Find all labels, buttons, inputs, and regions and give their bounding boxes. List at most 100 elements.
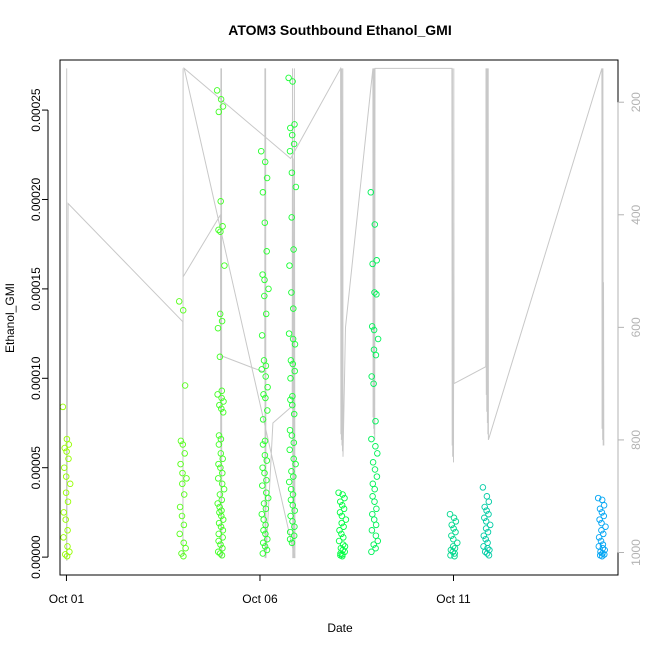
data-point	[600, 502, 608, 509]
data-point	[290, 246, 297, 253]
data-point	[216, 310, 224, 318]
data-point	[368, 435, 375, 443]
data-point	[288, 214, 295, 221]
data-point	[483, 507, 490, 514]
data-point	[219, 534, 226, 541]
data-point	[65, 455, 72, 463]
data-point	[594, 494, 602, 502]
data-point	[370, 541, 377, 548]
data-point	[481, 514, 488, 522]
pressure-line-layer	[66, 66, 605, 561]
data-point	[452, 528, 459, 536]
data-point	[215, 460, 222, 468]
x-tick-label: Oct 06	[242, 592, 278, 606]
data-point	[260, 527, 267, 534]
data-point	[291, 523, 298, 530]
y2-tick-label: 200	[629, 92, 643, 112]
data-point	[217, 198, 224, 205]
data-point	[64, 498, 72, 505]
y2-tick-label: 400	[629, 204, 643, 224]
data-point	[372, 351, 380, 359]
data-point	[336, 509, 344, 516]
data-point	[447, 552, 454, 559]
data-point	[216, 509, 223, 516]
data-point	[368, 527, 376, 534]
data-point	[179, 480, 186, 488]
data-point	[368, 548, 375, 556]
data-point	[292, 183, 300, 191]
data-point	[262, 505, 270, 513]
data-point	[372, 417, 379, 425]
data-point	[63, 448, 70, 455]
data-point	[285, 74, 292, 82]
data-point	[262, 394, 269, 402]
data-point	[372, 544, 379, 552]
data-point	[485, 510, 492, 518]
data-point	[61, 444, 68, 452]
data-points-layer	[60, 74, 609, 560]
data-point	[290, 473, 297, 480]
data-point	[340, 534, 347, 541]
data-point	[368, 323, 376, 330]
data-point	[218, 387, 226, 395]
data-point	[341, 494, 348, 502]
data-point	[450, 535, 457, 543]
data-point	[290, 305, 297, 312]
data-point	[177, 460, 184, 468]
x-axis-label: Date	[327, 621, 353, 635]
data-point	[261, 469, 268, 477]
data-point	[486, 521, 494, 529]
data-point	[446, 510, 454, 518]
data-point	[374, 450, 381, 457]
data-point	[217, 523, 225, 530]
data-point	[64, 527, 71, 534]
data-point	[480, 532, 488, 539]
data-point	[338, 519, 345, 527]
data-point	[218, 394, 225, 402]
data-point	[482, 535, 489, 543]
data-point	[451, 552, 458, 560]
axes-layer: 0.00000 0.00005 0.00010 0.00015 0.00020 0.000…	[29, 88, 643, 606]
data-point	[257, 147, 265, 155]
data-point	[263, 476, 270, 484]
data-point	[217, 96, 225, 103]
data-point	[335, 537, 343, 545]
data-point	[290, 140, 298, 148]
data-point	[481, 503, 488, 511]
data-point	[181, 382, 189, 389]
data-point	[373, 505, 380, 513]
data-point	[342, 516, 350, 523]
data-point	[450, 525, 457, 532]
data-point	[289, 491, 297, 498]
data-point	[288, 289, 295, 296]
data-point	[214, 500, 221, 507]
data-point	[219, 409, 227, 416]
data-point	[259, 482, 266, 489]
data-point	[371, 466, 379, 473]
data-point	[598, 527, 605, 534]
data-point	[178, 512, 186, 520]
data-point	[215, 530, 222, 538]
data-point	[371, 485, 378, 493]
data-point	[338, 512, 346, 520]
data-point	[288, 539, 296, 547]
data-point	[261, 219, 269, 226]
data-point	[259, 550, 267, 557]
data-point	[289, 401, 296, 409]
data-point	[290, 410, 298, 418]
data-point	[371, 498, 378, 505]
data-point	[221, 262, 228, 269]
data-point	[263, 174, 271, 182]
data-point	[260, 391, 267, 398]
data-point	[264, 535, 271, 543]
data-point	[485, 552, 493, 559]
data-point	[262, 310, 270, 318]
data-point	[261, 437, 269, 445]
data-point	[454, 539, 461, 547]
data-point	[336, 527, 343, 534]
data-point	[218, 552, 226, 559]
data-point	[600, 530, 607, 538]
data-point	[372, 443, 379, 450]
data-point	[60, 509, 68, 516]
